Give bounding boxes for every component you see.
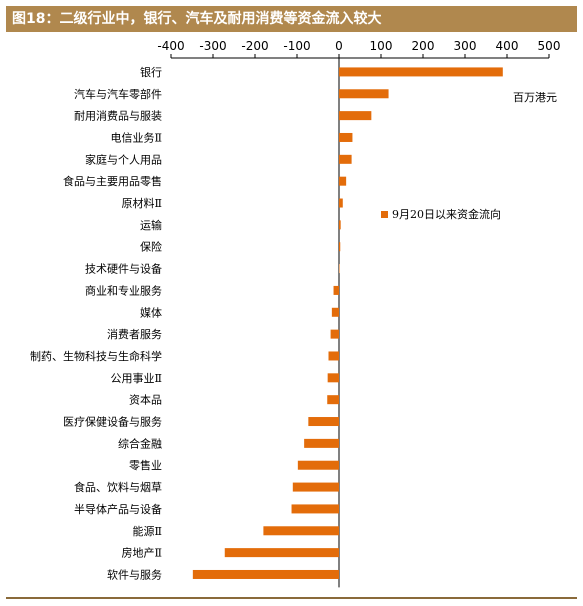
bar (292, 482, 339, 492)
bar (339, 264, 340, 274)
legend-swatch (381, 211, 388, 218)
category-label: 软件与服务 (107, 567, 162, 581)
figure-title: 图18：二级行业中，银行、汽车及耐用消费等资金流入较大 (6, 6, 577, 32)
x-tick-label: -200 (241, 39, 268, 53)
bar (297, 460, 339, 470)
category-label: 运输 (140, 218, 162, 232)
bar (339, 198, 343, 208)
bar (339, 111, 372, 121)
bar (224, 548, 339, 558)
category-label: 综合金融 (118, 436, 162, 450)
category-label: 媒体 (140, 305, 162, 319)
x-tick-label: -300 (199, 39, 226, 53)
bar (339, 176, 347, 186)
bar (339, 154, 352, 164)
category-label: 耐用消费品与服装 (74, 109, 162, 123)
category-label: 食品、饮料与烟草 (74, 480, 162, 494)
x-tick-label: -400 (157, 39, 184, 53)
bar (308, 417, 339, 427)
category-label: 零售业 (129, 458, 162, 472)
bar (328, 351, 339, 361)
bar (339, 242, 341, 252)
category-label: 保险 (140, 240, 162, 254)
bar (330, 329, 339, 339)
category-label: 医疗保健设备与服务 (63, 415, 162, 429)
bar (291, 504, 339, 514)
category-label: 原材料Ⅱ (122, 196, 162, 210)
bar (339, 89, 389, 99)
category-label: 汽车与汽车零部件 (74, 87, 162, 101)
x-tick-label: -100 (283, 39, 310, 53)
category-label: 能源Ⅱ (133, 524, 162, 538)
category-label: 电信业务Ⅱ (111, 131, 162, 144)
category-label: 半导体产品与设备 (74, 502, 162, 516)
bar (327, 373, 339, 383)
category-label: 商业和专业服务 (85, 283, 162, 297)
category-label: 房地产Ⅱ (122, 546, 162, 560)
bar (304, 438, 339, 448)
category-label: 家庭与个人用品 (85, 152, 162, 166)
bar (339, 67, 503, 77)
x-tick-label: 400 (496, 39, 519, 53)
unit-label: 百万港元 (513, 91, 557, 104)
x-tick-label: 0 (335, 39, 343, 53)
bar (263, 526, 339, 536)
category-label: 资本品 (129, 393, 162, 407)
bottom-divider (6, 597, 577, 599)
category-label: 食品与主要用品零售 (63, 174, 162, 188)
x-tick-label: 300 (454, 39, 477, 53)
x-tick-label: 200 (412, 39, 435, 53)
category-label: 消费者服务 (107, 327, 162, 341)
bar (192, 569, 339, 579)
bar (339, 220, 341, 230)
x-tick-label: 500 (538, 39, 561, 53)
category-label: 银行 (140, 65, 162, 79)
legend-label: 9月20日以来资金流向 (392, 207, 501, 221)
x-tick-label: 100 (370, 39, 393, 53)
category-label: 技术硬件与设备 (85, 262, 162, 276)
bar (333, 285, 339, 295)
category-label: 制药、生物科技与生命科学 (30, 349, 162, 363)
category-label: 公用事业Ⅱ (111, 372, 162, 385)
bar (331, 307, 339, 317)
bar (339, 132, 353, 142)
bar (327, 395, 339, 405)
